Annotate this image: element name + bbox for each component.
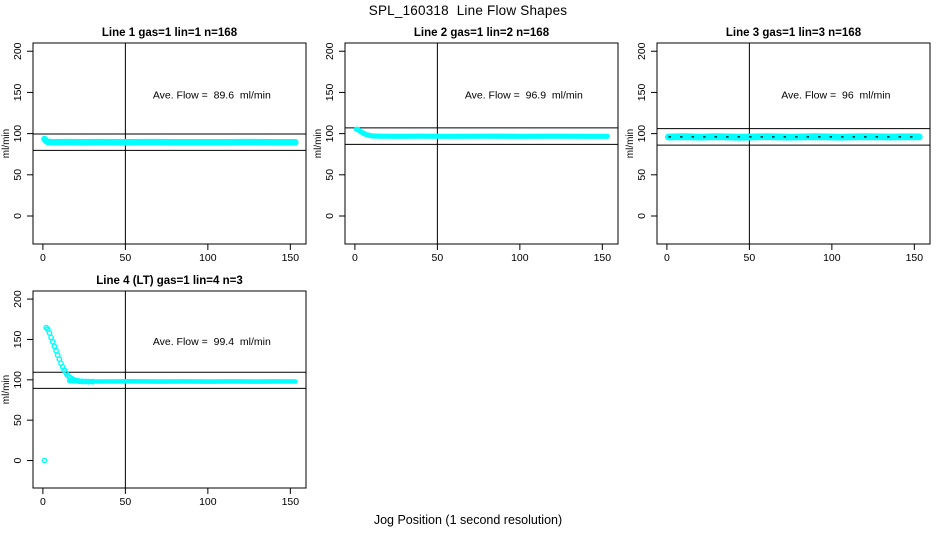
flow-data-point [48,334,54,341]
x-tick-label: 50 [120,496,132,508]
y-tick-label: 50 [12,169,24,181]
x-tick-label: 0 [352,252,358,264]
y-tick-label: 0 [12,457,24,463]
ave-flow-annotation: Ave. Flow = 96.9 ml/min [465,89,583,101]
x-tick-label: 100 [199,252,217,264]
x-tick-label: 150 [906,252,924,264]
y-tick-label: 100 [12,371,24,389]
x-tick-label: 0 [664,252,670,264]
y-tick-label: 150 [636,84,648,102]
y-tick-label: 50 [636,169,648,181]
plot-box [32,42,307,245]
y-tick-label: 150 [12,331,24,349]
y-axis-label: ml/min [1,375,12,404]
subplot-title: Line 3 gas=1 lin=3 n=168 [726,27,862,39]
y-tick-label: 150 [324,84,336,102]
flow-data-point [86,378,93,385]
plot-box [344,42,619,245]
subplot-line-3-gas-1-lin-3-n-168: 0 50 100 150 0 50 100 150 200 ml/min Line 3 gas=1 … [625,27,931,264]
ave-flow-annotation: Ave. Flow = 99.4 ml/min [153,336,271,348]
y-tick-label: 100 [636,125,648,143]
subplot-title: Line 1 gas=1 lin=1 n=168 [102,27,238,39]
plot-box [32,290,307,489]
y-axis-label: ml/min [313,129,324,158]
y-tick-label: 150 [12,84,24,102]
y-tick-label: 200 [12,290,24,308]
x-tick-label: 50 [120,252,132,264]
y-tick-label: 200 [12,42,24,60]
flow-data-point [53,347,59,354]
y-tick-label: 100 [324,125,336,143]
y-tick-label: 0 [324,213,336,219]
x-tick-label: 50 [432,252,444,264]
flow-data-point [79,378,86,385]
ave-flow-annotation: Ave. Flow = 89.6 ml/min [153,89,271,101]
flow-data-band [67,378,298,384]
x-tick-label: 0 [40,496,46,508]
y-tick-label: 0 [12,213,24,219]
y-tick-label: 50 [12,414,24,426]
x-tick-label: 0 [40,252,46,264]
y-tick-label: 50 [324,169,336,181]
figure-title: SPL_160318 Line Flow Shapes [368,3,568,18]
flow-data-band [353,126,610,139]
y-tick-label: 100 [12,125,24,143]
x-tick-label: 150 [282,252,300,264]
flow-data-point [82,378,89,385]
x-tick-label: 50 [744,252,756,264]
x-tick-label: 100 [511,252,529,264]
y-tick-label: 0 [636,213,648,219]
x-tick-label: 100 [823,252,841,264]
flow-data-point [76,378,83,385]
y-axis-label: ml/min [1,129,12,158]
x-tick-label: 150 [594,252,612,264]
flow-data-point [89,378,96,385]
y-tick-label: 200 [324,42,336,60]
plot-box [656,42,931,245]
flow-data-band [665,133,923,141]
x-tick-label: 100 [199,496,217,508]
y-axis-label: ml/min [625,129,636,158]
ave-flow-annotation: Ave. Flow = 96 ml/min [781,89,890,101]
subplot-line-1-gas-1-lin-1-n-168: 0 50 100 150 0 50 100 150 200 ml/min Line 1 gas=1 … [1,27,307,264]
subplot-line-4-lt-gas-1-lin-4-n-3: 0 50 100 150 0 50 100 150 200 ml/min Line 4 (LT) g… [1,275,307,508]
x-tick-label: 150 [282,496,300,508]
subplot-line-2-gas-1-lin-2-n-168: 0 50 100 150 0 50 100 150 200 ml/min Line 2 gas=1 … [313,27,619,264]
x-axis-label: Jog Position (1 second resolution) [373,513,563,527]
subplot-title: Line 4 (LT) gas=1 lin=4 n=3 [96,275,242,287]
flow-data-band [41,135,299,146]
subplot-title: Line 2 gas=1 lin=2 n=168 [414,27,550,39]
y-tick-label: 200 [636,42,648,60]
flow-data-point [41,457,48,464]
